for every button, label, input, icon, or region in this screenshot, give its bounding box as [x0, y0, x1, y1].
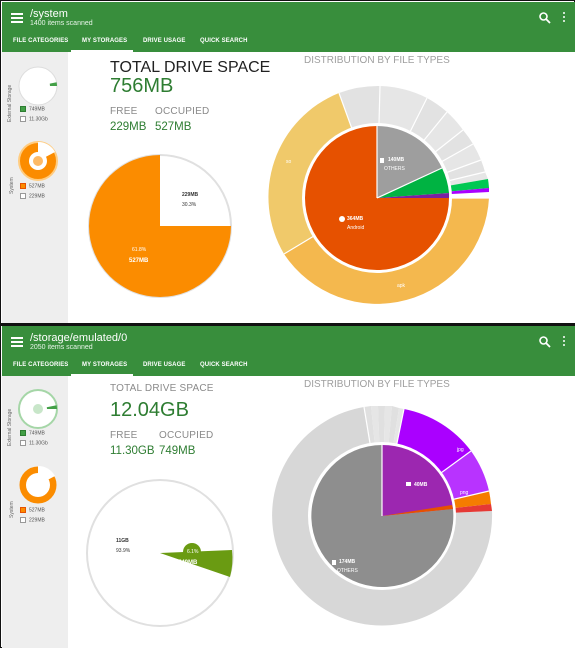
distribution-title: DISTRIBUTION BY FILE TYPES — [304, 55, 450, 66]
emulated-storage-screen: /storage/emulated/0 2050 items scanned F… — [2, 326, 575, 648]
free-value: 229MB — [110, 121, 147, 133]
distribution-title: DISTRIBUTION BY FILE TYPES — [304, 379, 450, 390]
donut-jpg-label: jpg — [456, 447, 464, 453]
free-label: FREE — [110, 430, 138, 441]
total-drive-value: 12.04GB — [110, 399, 189, 421]
total-drive-value: 756MB — [110, 75, 174, 97]
donut-others-size: 140MB — [388, 157, 405, 163]
sys-free-legend: 229MB — [20, 193, 45, 199]
storage-pie-chart[interactable]: 229MB 30.3% 61.8% 527MB — [86, 152, 234, 300]
donut-main-label: Android — [347, 225, 364, 231]
sys-used-legend: 527MB — [20, 183, 45, 189]
donut-others-label: OTHERS — [337, 568, 359, 574]
pie-used-pct: 6.1% — [187, 549, 199, 555]
pie-free-size: 229MB — [182, 192, 199, 198]
tab-file-categories[interactable]: FILE CATEGORIES — [13, 362, 69, 368]
search-icon[interactable] — [538, 11, 552, 25]
scan-count: 2050 items scanned — [30, 344, 93, 351]
donut-outer-mp4-label: mp4 — [309, 609, 319, 615]
external-storage-label: External Storage — [7, 408, 13, 446]
total-drive-label: TOTAL DRIVE SPACE — [110, 383, 214, 394]
donut-others-size: 174MB — [339, 559, 356, 565]
donut-others-label: OTHERS — [384, 166, 406, 172]
pie-free-size: 11GB — [116, 538, 129, 544]
sys-free-legend: 229MB — [20, 517, 45, 523]
ext-free-legend: 11.30Gb — [20, 116, 48, 122]
menu-icon[interactable] — [11, 13, 23, 23]
file-icon — [380, 158, 384, 163]
more-vert-icon[interactable] — [561, 336, 567, 350]
pie-used-pct: 61.8% — [132, 247, 147, 253]
system-storage-label: System — [9, 177, 15, 194]
external-storage-label: External Storage — [7, 84, 13, 122]
tab-my-storages[interactable]: MY STORAGES — [82, 362, 128, 368]
system-storage-label: System — [9, 501, 15, 518]
app-bar: /system 1400 items scanned FILE CATEGORI… — [2, 2, 575, 52]
tab-bar: FILE CATEGORIES MY STORAGES DRIVE USAGE … — [2, 35, 575, 52]
path-title: /storage/emulated/0 — [30, 332, 128, 344]
active-tab-indicator — [71, 50, 133, 52]
sys-used-legend: 527MB — [20, 507, 45, 513]
file-type-donut-chart[interactable]: apk so 140MB OTHERS 364MB Android — [259, 80, 495, 316]
free-label: FREE — [110, 106, 138, 117]
app-bar: /storage/emulated/0 2050 items scanned F… — [2, 326, 575, 376]
system-storage-mini-chart[interactable] — [17, 140, 59, 182]
file-icon — [332, 560, 336, 565]
total-drive-label: TOTAL DRIVE SPACE — [110, 59, 271, 76]
menu-icon[interactable] — [11, 337, 23, 347]
occupied-value: 527MB — [155, 121, 192, 133]
pie-free-pct: 93.9% — [116, 548, 131, 554]
tab-my-storages[interactable]: MY STORAGES — [82, 38, 128, 44]
system-storage-mini-chart[interactable] — [17, 464, 59, 506]
external-storage-mini-chart[interactable] — [17, 388, 59, 430]
donut-image-size: 40MB — [414, 482, 428, 488]
tab-quick-search[interactable]: QUICK SEARCH — [200, 38, 248, 44]
occupied-label: OCCUPIED — [159, 430, 214, 441]
image-icon — [406, 482, 411, 486]
occupied-label: OCCUPIED — [155, 106, 210, 117]
tab-drive-usage[interactable]: DRIVE USAGE — [143, 38, 186, 44]
external-storage-mini-chart[interactable] — [17, 65, 59, 107]
system-storage-screen: /system 1400 items scanned FILE CATEGORI… — [2, 2, 575, 323]
donut-outer-apk-label: apk — [397, 283, 406, 289]
ext-used-legend: 749MB — [20, 430, 45, 436]
screenshot-divider — [1, 323, 575, 326]
storage-sidebar: External Storage 749MB 11.30Gb System 52… — [2, 376, 68, 648]
storage-pie-chart[interactable]: 11GB 93.9% 6.1% 749MB — [84, 477, 236, 629]
path-title: /system — [30, 8, 68, 20]
tab-quick-search[interactable]: QUICK SEARCH — [200, 362, 248, 368]
scan-count: 1400 items scanned — [30, 20, 93, 27]
free-value: 11.30GB — [110, 445, 155, 457]
active-tab-indicator — [71, 374, 133, 376]
ext-used-legend: 749MB — [20, 106, 45, 112]
more-vert-icon[interactable] — [561, 12, 567, 26]
donut-main-size: 364MB — [347, 216, 364, 222]
donut-outer-so-label: so — [286, 159, 292, 165]
storage-sidebar: External Storage 749MB 11.30Gb System 52… — [2, 52, 68, 323]
tab-file-categories[interactable]: FILE CATEGORIES — [13, 38, 69, 44]
android-icon — [339, 216, 345, 222]
tab-bar: FILE CATEGORIES MY STORAGES DRIVE USAGE … — [2, 359, 575, 376]
file-type-donut-chart[interactable]: jpg png mp4 40MB 174MB OTHERS — [267, 401, 497, 631]
ext-free-legend: 11.30Gb — [20, 440, 48, 446]
occupied-value: 749MB — [159, 445, 196, 457]
tab-drive-usage[interactable]: DRIVE USAGE — [143, 362, 186, 368]
search-icon[interactable] — [538, 335, 552, 349]
pie-used-size: 527MB — [129, 258, 149, 264]
donut-png-label: png — [460, 490, 469, 496]
pie-used-size: 749MB — [178, 560, 198, 566]
pie-free-pct: 30.3% — [182, 202, 197, 208]
